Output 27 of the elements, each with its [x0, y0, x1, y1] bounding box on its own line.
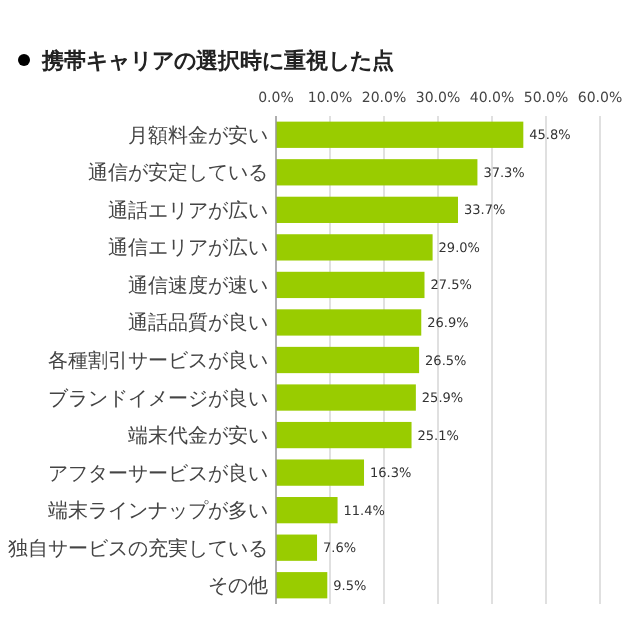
bar	[276, 459, 365, 486]
bar	[276, 234, 433, 261]
y-tick-label: その他	[208, 574, 268, 599]
y-tick-label: 独自サービスの充実している	[8, 536, 268, 561]
y-tick-label: アフターサービスが良い	[48, 461, 268, 486]
y-tick-label: 通信速度が速い	[128, 273, 268, 298]
bar	[276, 121, 524, 148]
y-tick-label: 端末ラインナップが多い	[48, 499, 268, 524]
y-tick-label: 端末代金が安い	[128, 424, 268, 449]
y-tick-label: 通信エリアが広い	[108, 236, 268, 261]
bar	[276, 421, 412, 449]
y-tick-label: 通話品質が良い	[128, 311, 268, 336]
y-tick-label: 月額料金が安い	[128, 123, 268, 148]
bar	[276, 384, 416, 411]
y-tick-label: 各種割引サービスが良い	[48, 349, 268, 373]
y-tick-label: ブランドイメージが良い	[48, 386, 268, 411]
bar	[276, 159, 478, 186]
chart-title: 携帯キャリアの選択時に重視した点	[40, 47, 394, 74]
bar	[276, 572, 328, 599]
bar	[276, 346, 420, 374]
bar	[276, 309, 422, 336]
y-tick-label: 通話エリアが広い	[108, 198, 268, 223]
bar	[276, 497, 338, 524]
bar	[276, 196, 458, 223]
bar	[276, 534, 318, 561]
y-tick-label: 通信が安定している	[88, 161, 268, 186]
bar	[276, 271, 425, 299]
